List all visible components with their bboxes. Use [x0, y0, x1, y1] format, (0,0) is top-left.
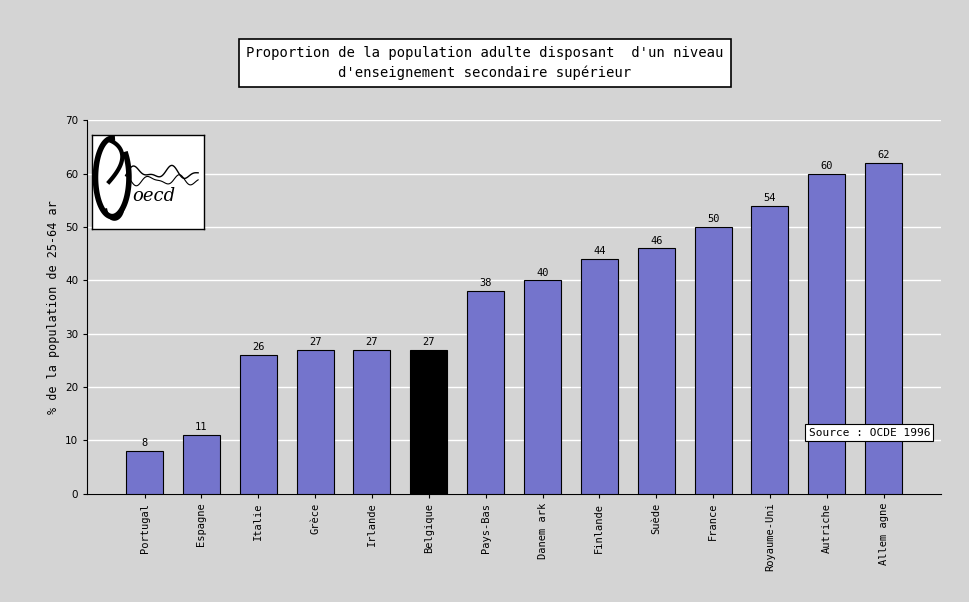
- Text: 60: 60: [820, 161, 832, 171]
- Bar: [864, 163, 901, 494]
- Text: 54: 54: [763, 193, 775, 203]
- Bar: [523, 281, 560, 494]
- Bar: [239, 355, 276, 494]
- Bar: [580, 259, 617, 494]
- Text: 8: 8: [141, 438, 147, 448]
- Text: 26: 26: [252, 343, 265, 352]
- Text: 38: 38: [479, 278, 491, 288]
- Bar: [297, 350, 333, 494]
- Bar: [807, 174, 844, 494]
- Text: 27: 27: [308, 337, 321, 347]
- Y-axis label: % de la population de 25-64 ar: % de la population de 25-64 ar: [47, 200, 59, 414]
- Text: 11: 11: [195, 423, 207, 432]
- Bar: [637, 249, 674, 494]
- Text: Proportion de la population adulte disposant  d'un niveau
d'enseignement seconda: Proportion de la population adulte dispo…: [246, 46, 723, 80]
- Bar: [183, 435, 220, 494]
- Text: 44: 44: [592, 246, 605, 256]
- Bar: [751, 206, 788, 494]
- Bar: [694, 227, 731, 494]
- Text: 46: 46: [649, 236, 662, 246]
- Text: 27: 27: [422, 337, 435, 347]
- Bar: [410, 350, 447, 494]
- Bar: [467, 291, 504, 494]
- Bar: [353, 350, 391, 494]
- Text: 50: 50: [706, 214, 719, 225]
- Text: 27: 27: [365, 337, 378, 347]
- Text: 40: 40: [536, 268, 548, 278]
- Text: Source : OCDE 1996: Source : OCDE 1996: [808, 428, 929, 438]
- Text: oecd: oecd: [132, 187, 174, 205]
- Bar: [126, 451, 163, 494]
- Text: 62: 62: [877, 150, 889, 160]
